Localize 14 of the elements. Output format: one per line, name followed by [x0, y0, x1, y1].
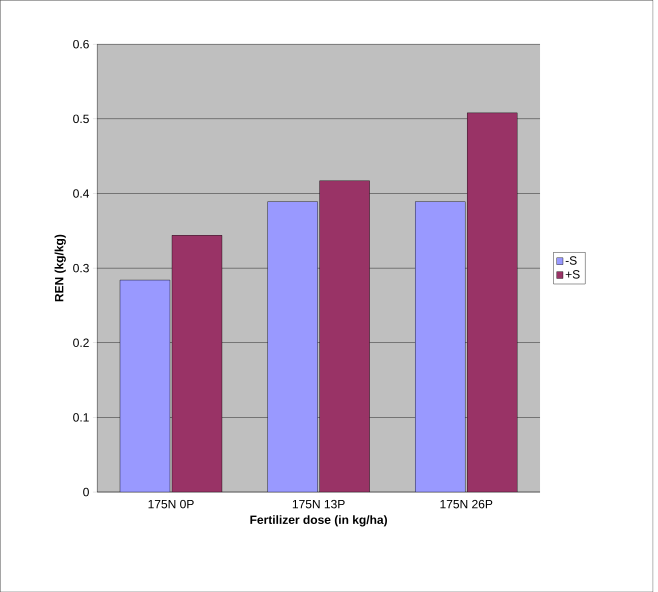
- x-tick-label: 175N 13P: [292, 500, 345, 508]
- y-tick-label: 0.4: [73, 189, 90, 198]
- legend-label: -S: [566, 256, 577, 265]
- legend-label: +S: [566, 270, 580, 278]
- y-tick-label: 0.6: [73, 40, 89, 48]
- y-tick-label: 0.5: [73, 114, 89, 123]
- y-tick-label: 0.3: [73, 264, 89, 272]
- x-tick-label: 175N 0P: [148, 500, 194, 508]
- y-axis-title: REN (kg/kg): [54, 234, 66, 302]
- y-tick-label: 0: [83, 488, 89, 496]
- y-tick-label: 0.2: [73, 338, 89, 347]
- x-axis-title: Fertilizer dose (in kg/ha): [250, 515, 387, 526]
- y-tick-label: 0.1: [73, 413, 89, 422]
- x-tick-label: 175N 26P: [440, 500, 492, 508]
